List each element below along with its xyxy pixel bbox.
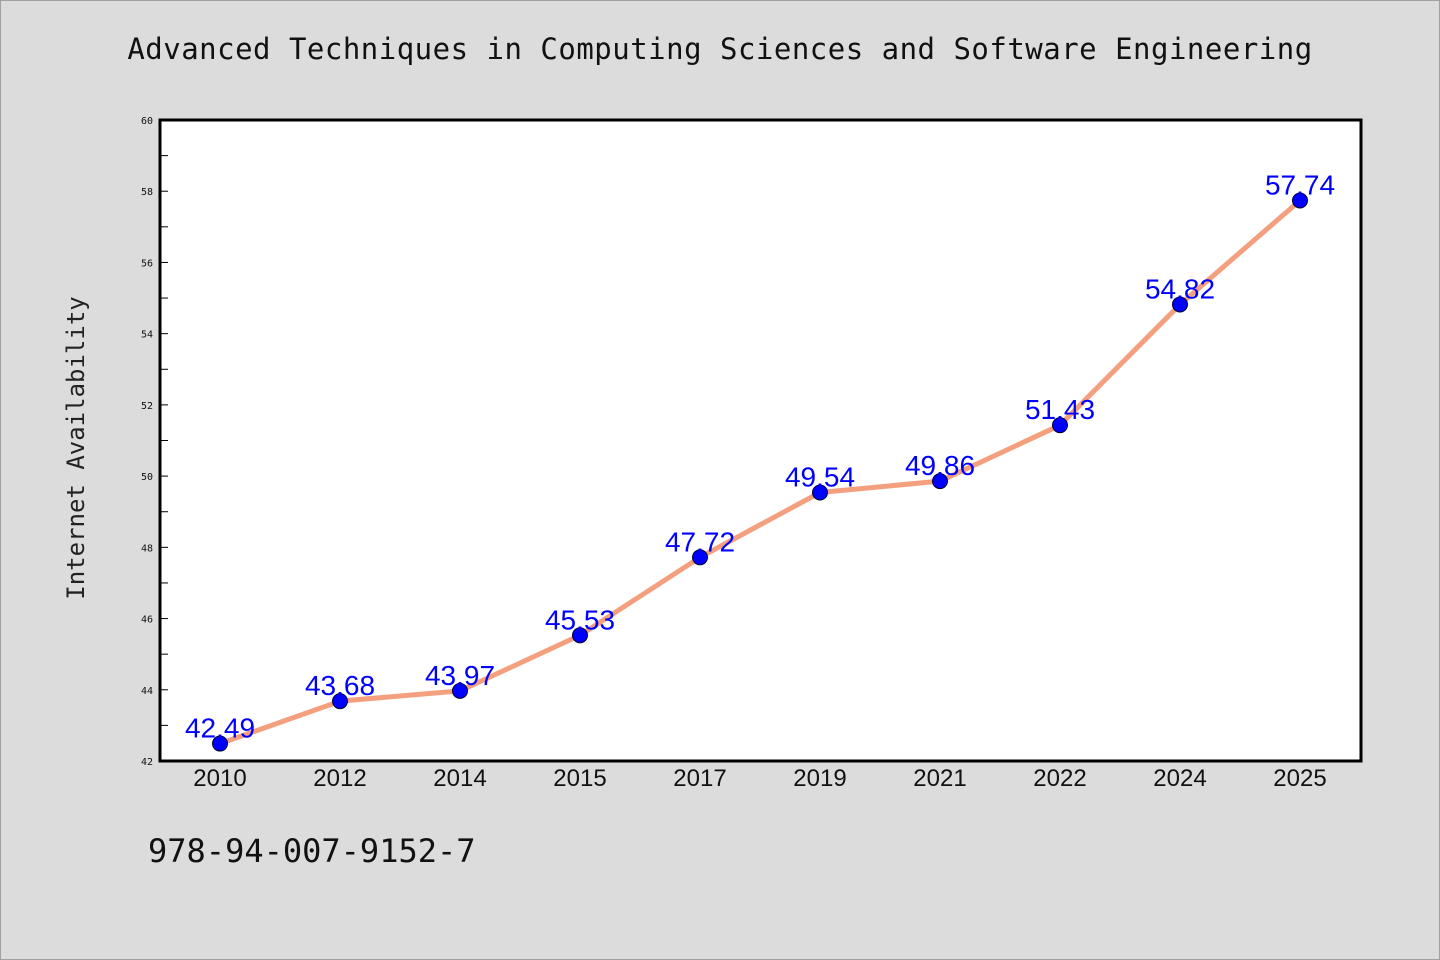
data-label: 47.72 bbox=[665, 526, 735, 557]
x-axis: 2010 2012 2014 2015 2017 2019 2021 2022 2024 2025 bbox=[193, 765, 1326, 792]
y-tick-label: 50 bbox=[141, 472, 153, 483]
chart-title: Advanced Techniques in Computing Science… bbox=[127, 32, 1313, 66]
data-label: 54.82 bbox=[1145, 273, 1215, 304]
isbn-text: 978-94-007-9152-7 bbox=[148, 832, 476, 870]
x-tick-label: 2015 bbox=[553, 765, 606, 792]
data-point bbox=[1052, 417, 1068, 434]
x-tick-label: 2022 bbox=[1033, 765, 1086, 792]
y-tick-label: 54 bbox=[141, 330, 153, 341]
x-tick-label: 2012 bbox=[313, 765, 366, 792]
y-tick-label: 58 bbox=[141, 187, 153, 198]
x-tick-label: 2024 bbox=[1153, 765, 1206, 792]
y-tick-label: 46 bbox=[141, 615, 153, 626]
x-tick-label: 2017 bbox=[673, 765, 726, 792]
data-labels: 42.49 43.68 43.97 45.53 47.72 49.54 49.86 51.43… bbox=[185, 169, 1335, 743]
data-label: 49.86 bbox=[905, 450, 975, 481]
y-tick-label: 60 bbox=[141, 116, 153, 127]
data-label: 45.53 bbox=[545, 604, 615, 635]
y-tick-label: 52 bbox=[141, 401, 153, 412]
plot-area bbox=[158, 118, 1363, 763]
data-point bbox=[212, 735, 228, 752]
y-tick-label: 44 bbox=[141, 686, 153, 697]
data-label: 49.54 bbox=[785, 461, 855, 492]
x-tick-label: 2025 bbox=[1273, 765, 1326, 792]
data-point bbox=[1292, 192, 1308, 209]
x-tick-label: 2021 bbox=[913, 765, 966, 792]
x-tick-label: 2019 bbox=[793, 765, 846, 792]
data-label: 51.43 bbox=[1025, 394, 1095, 425]
x-tick-label: 2014 bbox=[433, 765, 486, 792]
x-tick-label: 2010 bbox=[193, 765, 246, 792]
series-layer bbox=[212, 192, 1308, 752]
data-point bbox=[1172, 296, 1188, 313]
data-point bbox=[932, 473, 948, 490]
data-label: 43.68 bbox=[305, 670, 375, 701]
y-tick-label: 56 bbox=[141, 258, 153, 269]
y-tick-label: 42 bbox=[141, 757, 153, 768]
data-point bbox=[572, 627, 588, 644]
data-point bbox=[692, 549, 708, 566]
data-point bbox=[452, 682, 468, 699]
y-tick-label: 48 bbox=[141, 543, 153, 554]
y-axis: 42 44 46 48 50 52 54 56 58 60 bbox=[141, 116, 168, 768]
series-line bbox=[217, 197, 1303, 747]
data-label: 57.74 bbox=[1265, 169, 1335, 200]
data-point bbox=[812, 484, 828, 501]
data-point bbox=[332, 693, 348, 710]
data-label: 42.49 bbox=[185, 713, 255, 744]
data-label: 43.97 bbox=[425, 660, 495, 691]
